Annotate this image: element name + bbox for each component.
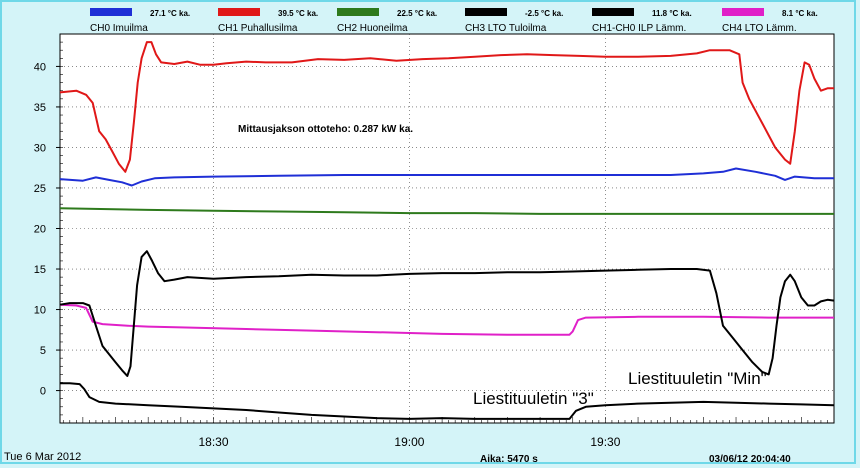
legend-series-name: CH1 Puhallusilma bbox=[218, 23, 298, 34]
legend-swatch bbox=[722, 8, 764, 16]
legend-series-name: CH4 LTO Lämm. bbox=[722, 23, 797, 34]
legend-value: 39.5 °C ka. bbox=[278, 9, 318, 18]
series-lines bbox=[59, 41, 835, 420]
y-tick-label: 20 bbox=[34, 224, 46, 236]
legend: 27.1 °C ka.CH0 Imuilma 39.5 °C ka. CH1 Puh… bbox=[90, 8, 818, 34]
series-line bbox=[59, 250, 835, 377]
series-line bbox=[59, 41, 834, 173]
y-tick-label: 35 bbox=[34, 102, 46, 114]
legend-series-name: CH3 LTO Tuloilma bbox=[465, 23, 547, 34]
y-tick-label: 0 bbox=[40, 386, 46, 398]
legend-value: 11.8 °C ka. bbox=[652, 9, 692, 18]
x-tick-label: 19:30 bbox=[590, 435, 620, 449]
legend-swatch bbox=[465, 8, 507, 16]
footer-date: Tue 6 Mar 2012 bbox=[4, 451, 81, 463]
x-axis: 18:30 19:00 19:30 bbox=[62, 417, 835, 449]
legend-series-name: CH2 Huoneilma bbox=[337, 23, 408, 34]
footer-aika: Aika: 5470 s bbox=[480, 454, 538, 465]
x-tick-label: 19:00 bbox=[394, 435, 424, 449]
legend-value: 8.1 °C ka. bbox=[782, 9, 818, 18]
legend-swatch bbox=[337, 8, 379, 16]
series-line bbox=[59, 167, 834, 187]
legend-series-name: CH0 Imuilma bbox=[90, 23, 148, 34]
legend-swatch bbox=[592, 8, 634, 16]
grid bbox=[60, 34, 834, 423]
x-tick-label: 18:30 bbox=[198, 435, 228, 449]
series-line bbox=[60, 382, 835, 420]
legend-value: 27.1 °C ka. bbox=[150, 9, 190, 18]
legend-swatch bbox=[218, 8, 260, 16]
legend-series-name: CH1-CH0 ILP Lämm. bbox=[592, 23, 686, 34]
series-line bbox=[59, 207, 834, 215]
series-line bbox=[59, 303, 834, 336]
y-tick-label: 30 bbox=[34, 142, 46, 154]
legend-value: -2.5 °C ka. bbox=[525, 9, 563, 18]
footer-timestamp: 03/06/12 20:04:40 bbox=[709, 454, 791, 465]
y-tick-label: 40 bbox=[34, 61, 46, 73]
y-axis: 0 5 10 15 20 25 30 35 40 bbox=[34, 33, 63, 424]
power-annotation: Mittausjakson ottoteho: 0.287 kW ka. bbox=[238, 124, 413, 135]
legend-swatch bbox=[90, 8, 132, 16]
fan-min-annotation: Liestituuletin "Min" bbox=[628, 369, 767, 388]
legend-value: 22.5 °C ka. bbox=[397, 9, 437, 18]
y-tick-label: 25 bbox=[34, 183, 46, 195]
y-tick-label: 15 bbox=[34, 264, 46, 276]
fan-3-annotation: Liestituuletin "3" bbox=[473, 389, 594, 408]
y-tick-label: 5 bbox=[40, 345, 46, 357]
y-tick-label: 10 bbox=[34, 305, 46, 317]
